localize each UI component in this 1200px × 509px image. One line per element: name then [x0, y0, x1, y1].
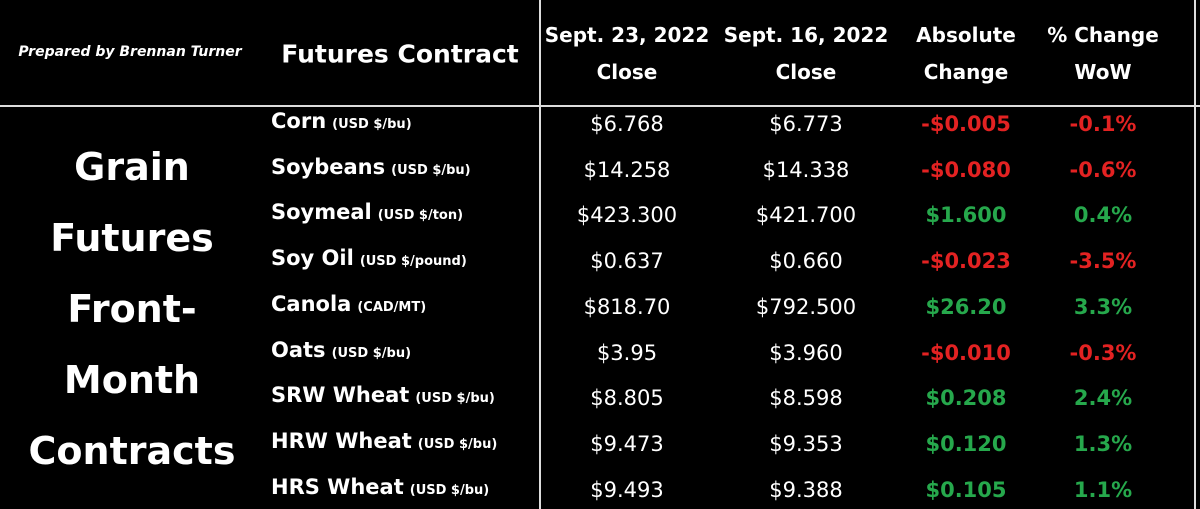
- contract: Soy Oil (USD $/pound): [271, 246, 467, 270]
- change-value: -3.5%: [1069, 249, 1137, 274]
- header-rule: [0, 105, 1200, 107]
- close-value: $0.660: [769, 249, 843, 274]
- change-value: 0.4%: [1073, 203, 1133, 228]
- close-value: $8.805: [590, 386, 664, 411]
- change-value: -$0.010: [921, 340, 1011, 365]
- side-label: Front-: [67, 287, 197, 331]
- contract-name: HRS Wheat: [271, 474, 404, 499]
- contract: Canola (CAD/MT): [271, 292, 426, 316]
- change-value: $1.600: [925, 203, 1007, 228]
- contract: Oats (USD $/bu): [271, 338, 411, 362]
- right-border: [1194, 0, 1196, 509]
- change-value: 2.4%: [1073, 386, 1133, 411]
- contract: HRS Wheat (USD $/bu): [271, 475, 489, 499]
- contract-unit: (USD $/bu): [415, 391, 495, 407]
- change-value: 1.1%: [1073, 477, 1133, 502]
- column-header: WoW: [1074, 60, 1132, 84]
- contract-name: Soybeans: [271, 154, 386, 179]
- close-value: $8.598: [769, 386, 843, 411]
- change-value: $26.20: [925, 294, 1007, 319]
- change-value: $0.105: [925, 477, 1007, 502]
- change-value: -$0.005: [921, 112, 1011, 136]
- close-value: $14.258: [583, 157, 671, 182]
- column-rule: [539, 0, 541, 509]
- column-header: % Change: [1047, 23, 1159, 47]
- close-value: $0.637: [590, 249, 664, 274]
- contract: SRW Wheat (USD $/bu): [271, 383, 495, 407]
- column-header: Sept. 16, 2022: [723, 23, 889, 47]
- contract-name: HRW Wheat: [271, 428, 412, 453]
- close-value: $9.353: [769, 431, 843, 456]
- column-header: Absolute: [916, 23, 1016, 47]
- contract-unit: (CAD/MT): [357, 299, 427, 315]
- change-value: $0.208: [925, 386, 1007, 411]
- column-header: Change: [923, 60, 1009, 84]
- close-value: $792.500: [755, 294, 857, 319]
- change-value: -0.1%: [1069, 112, 1137, 136]
- side-label: Grain: [74, 145, 190, 189]
- change-value: -$0.080: [921, 157, 1011, 182]
- change-value: -$0.023: [921, 249, 1011, 274]
- close-value: $421.700: [755, 203, 857, 228]
- contract-unit: (USD $/pound): [359, 254, 467, 270]
- change-value: $0.120: [925, 431, 1007, 456]
- contract-name: Oats: [271, 337, 326, 362]
- contract-name: Soy Oil: [271, 246, 354, 271]
- change-value: 1.3%: [1073, 431, 1133, 456]
- contract-unit: (USD $/bu): [409, 482, 490, 498]
- column-header: Sept. 23, 2022: [544, 23, 710, 47]
- side-label: Futures: [50, 216, 214, 260]
- contract: HRW Wheat (USD $/bu): [271, 429, 497, 453]
- close-value: $6.773: [769, 112, 843, 136]
- contract-unit: (USD $/bu): [417, 436, 498, 452]
- column-header: Futures Contract: [281, 39, 519, 69]
- close-value: $9.388: [769, 477, 843, 502]
- contract-unit: (USD $/bu): [391, 162, 471, 178]
- close-value: $818.70: [583, 294, 671, 319]
- change-value: 3.3%: [1073, 294, 1133, 319]
- column-header: Close: [596, 60, 658, 84]
- contract: Soybeans (USD $/bu): [271, 155, 471, 179]
- side-label: Month: [63, 358, 201, 402]
- close-value: $3.95: [596, 340, 658, 365]
- contract-name: Canola: [271, 291, 352, 316]
- change-value: -0.3%: [1069, 340, 1137, 365]
- change-value: -0.6%: [1069, 157, 1137, 182]
- close-value: $9.473: [590, 431, 664, 456]
- side-label: Contracts: [28, 429, 236, 473]
- contract-name: SRW Wheat: [271, 383, 410, 408]
- contract-name: Corn: [271, 109, 327, 133]
- close-value: $423.300: [576, 203, 678, 228]
- close-value: $3.960: [769, 340, 843, 365]
- contract-unit: (USD $/bu): [331, 345, 412, 361]
- prepared-by: Prepared by Brennan Turner: [18, 44, 242, 60]
- close-value: $6.768: [590, 112, 664, 136]
- column-header: Close: [775, 60, 837, 84]
- contract-unit: (USD $/bu): [332, 117, 412, 132]
- contract-unit: (USD $/ton): [377, 208, 464, 224]
- contract: Corn (USD $/bu): [271, 109, 412, 133]
- contract: Soymeal (USD $/ton): [271, 200, 463, 224]
- close-value: $14.338: [762, 157, 850, 182]
- close-value: $9.493: [590, 477, 664, 502]
- contract-name: Soymeal: [271, 200, 372, 225]
